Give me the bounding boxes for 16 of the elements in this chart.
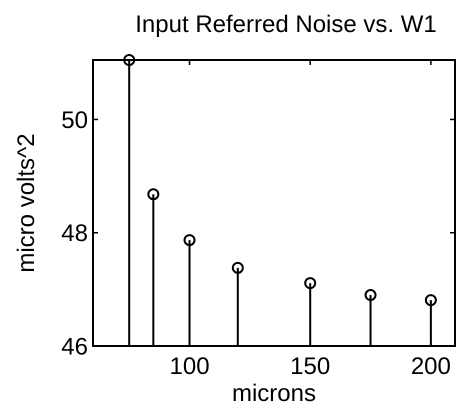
- y-tick-label: 46: [61, 333, 88, 360]
- y-tick-label: 48: [61, 220, 88, 248]
- x-tick-label: 150: [290, 353, 330, 380]
- point: [184, 234, 196, 246]
- point: [424, 294, 437, 306]
- point: [232, 262, 244, 274]
- chart-title: Input Referred Noise vs. W1: [135, 11, 437, 38]
- point: [123, 54, 136, 66]
- x-axis-title: microns: [232, 380, 316, 407]
- y-tick-label: 50: [61, 106, 88, 134]
- point: [364, 289, 377, 302]
- x-tick-label: 200: [410, 353, 451, 380]
- x-tick-label: 100: [170, 353, 210, 380]
- y-axis-title: micro volts^2: [13, 133, 40, 273]
- point: [304, 277, 316, 290]
- point: [147, 188, 160, 200]
